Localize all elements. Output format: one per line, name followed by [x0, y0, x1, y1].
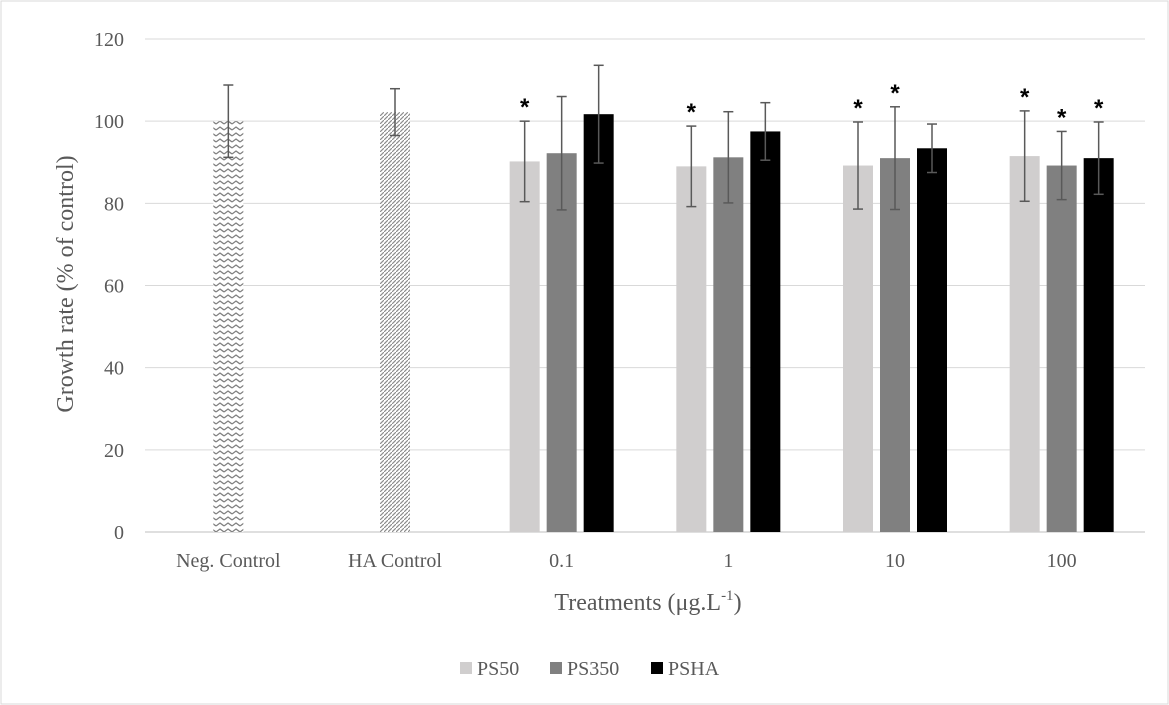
bar-ps350 [880, 158, 910, 532]
bar-ps50 [676, 166, 707, 532]
significance-star: * [1094, 95, 1104, 122]
bar-ps350 [546, 153, 577, 532]
significance-star: * [853, 95, 863, 122]
x-tick-labels: Neg. Control HA Control 0.1 1 10 100 [176, 550, 1077, 572]
bar-psha [750, 131, 781, 532]
error-bars [223, 64, 1104, 211]
x-tick-label: 1 [723, 550, 733, 572]
gridlines [145, 38, 1145, 533]
bar-control [380, 112, 410, 533]
legend-swatch [550, 662, 562, 674]
y-tick-labels: 0 20 40 60 80 100 120 [94, 29, 124, 544]
bar-ps50 [843, 165, 873, 532]
bars [213, 112, 1114, 533]
significance-star: * [520, 94, 530, 121]
significance-star: * [1057, 104, 1067, 131]
y-tick-label: 80 [104, 193, 124, 215]
bar-psha [1083, 158, 1114, 532]
significance-star: * [1020, 84, 1030, 111]
legend: PS50 PS350 PSHA [460, 658, 720, 680]
bar-control [213, 121, 244, 533]
y-tick-label: 100 [94, 111, 124, 133]
y-tick-label: 40 [104, 358, 124, 380]
bar-ps50 [509, 161, 540, 532]
bar-ps50 [1009, 156, 1040, 532]
bar-psha [917, 148, 947, 532]
x-tick-label: Neg. Control [176, 550, 281, 572]
x-axis-title-main: Treatments (μg.L [554, 590, 721, 616]
bar-ps350 [1046, 165, 1077, 532]
y-tick-label: 120 [94, 29, 124, 51]
legend-swatch [651, 662, 663, 674]
significance-markers: * * * * * * * [520, 80, 1104, 132]
y-tick-label: 60 [104, 276, 124, 298]
legend-item-ps50: PS50 [460, 658, 519, 680]
x-tick-label: 10 [885, 550, 905, 572]
x-axis-title-superscript: -1 [721, 588, 734, 604]
x-tick-label: 0.1 [549, 550, 574, 572]
x-axis-title: Treatments (μg.L-1) [554, 588, 741, 616]
x-axis-title-suffix: ) [734, 590, 742, 616]
legend-item-psha: PSHA [651, 658, 720, 680]
legend-label: PS350 [567, 658, 619, 680]
significance-star: * [687, 99, 697, 126]
y-axis-title: Growth rate (% of control) [53, 155, 79, 412]
x-tick-label: HA Control [348, 550, 442, 572]
bar-ps350 [713, 157, 744, 532]
x-tick-label: 100 [1047, 550, 1077, 572]
legend-swatch [460, 662, 472, 674]
y-tick-label: 20 [104, 440, 124, 462]
legend-item-ps350: PS350 [550, 658, 619, 680]
legend-label: PSHA [668, 658, 720, 680]
bar-psha [583, 114, 614, 533]
significance-star: * [890, 80, 900, 107]
legend-label: PS50 [477, 658, 519, 680]
y-tick-label: 0 [114, 522, 124, 544]
